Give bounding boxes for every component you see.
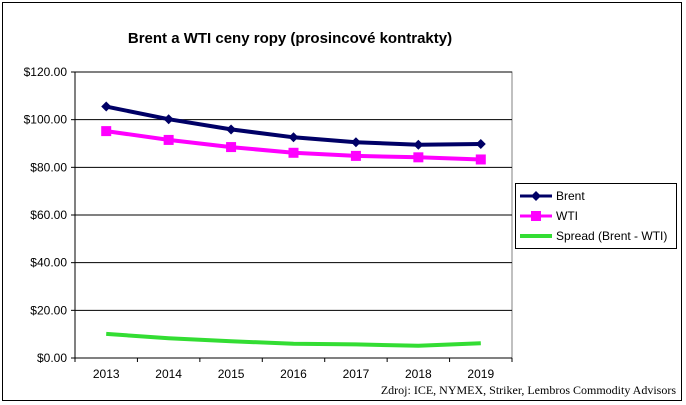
x-tick-label: 2018 (405, 367, 432, 381)
brent-legend-label: Brent (556, 189, 585, 203)
wti-legend-label: WTI (556, 209, 578, 223)
axes: $0.00 $20.00 $40.00 $60.00 $80.00 $100.00 $120… (24, 65, 513, 381)
gridlines (75, 71, 512, 311)
wti-point (101, 126, 112, 137)
x-tick-label: 2017 (343, 367, 370, 381)
y-tick-label: $120.00 (24, 65, 68, 79)
y-tick-label: $0.00 (37, 351, 67, 365)
wti-point (413, 152, 424, 163)
brent-legend-swatch (520, 191, 552, 201)
wti-point (288, 147, 299, 158)
brent-point (288, 132, 299, 143)
wti-point (350, 150, 361, 161)
spread-brent-wti-line (106, 331, 481, 348)
y-tick-label: $20.00 (30, 303, 67, 317)
legend-item-wti: WTI (516, 207, 676, 225)
brent-point (475, 138, 486, 149)
legend: Brent WTI Spread (Brent - WTI) (515, 183, 677, 249)
brent-point (101, 101, 112, 112)
x-tick-label: 2016 (280, 367, 307, 381)
brent-point (350, 137, 361, 148)
wti-point (475, 154, 486, 165)
x-tick-label: 2014 (155, 367, 182, 381)
y-tick-label: $80.00 (30, 160, 67, 174)
legend-item-spread: Spread (Brent - WTI) (516, 227, 676, 245)
y-tick-label: $100.00 (24, 113, 68, 127)
legend-item-brent: Brent (516, 187, 676, 205)
wti-point (226, 142, 237, 153)
source-note: Zdroj: ICE, NYMEX, Striker, Lembros Comm… (380, 383, 676, 397)
series (101, 101, 486, 348)
x-tick-label: 2013 (93, 367, 120, 381)
wti-legend-swatch (520, 211, 552, 221)
y-tick-label: $60.00 (30, 208, 67, 222)
x-tick-label: 2019 (467, 367, 494, 381)
chart-title: Brent a WTI ceny ropy (prosincové kontra… (127, 30, 453, 47)
spread-legend-label: Spread (Brent - WTI) (556, 229, 668, 243)
y-tick-label: $40.00 (30, 256, 67, 270)
brent-point (226, 124, 237, 135)
brent-point (163, 114, 174, 125)
brent-point (413, 139, 424, 150)
wti-point (163, 134, 174, 145)
spread-legend-swatch (520, 234, 552, 238)
x-tick-label: 2015 (218, 367, 245, 381)
